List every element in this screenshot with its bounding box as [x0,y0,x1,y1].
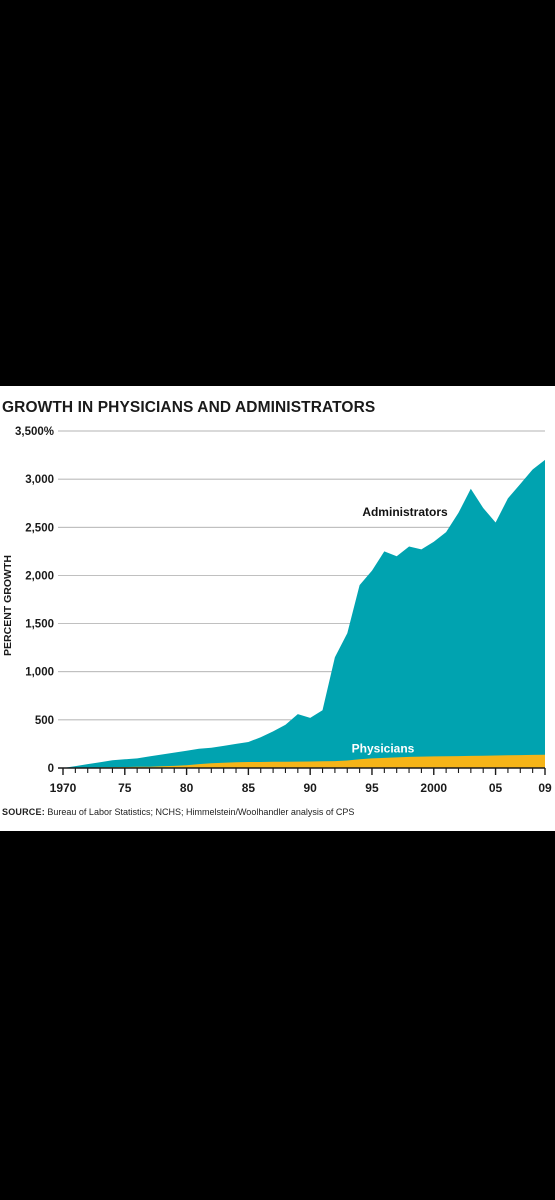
x-tick-label: 90 [303,781,317,795]
x-tick-label: 95 [365,781,379,795]
y-tick-label: 0 [48,763,54,775]
x-tick-label: 80 [180,781,194,795]
annotation-physicians: Physicians [352,742,415,756]
chart-card: GROWTH IN PHYSICIANS AND ADMINISTRATORS … [0,386,555,831]
y-tick-label: 1,000 [25,667,54,679]
y-tick-label: 2,000 [25,570,54,582]
y-axis-label: PERCENT GROWTH [2,555,14,656]
x-tick-label: 85 [242,781,256,795]
y-tick-label: 500 [35,715,54,727]
x-tick-label: 1970 [50,781,77,795]
annotation-administrators: Administrators [362,505,448,519]
y-tick-label: 2,500 [25,522,54,534]
y-tick-label: 1,500 [25,619,54,631]
y-tick-label: 3,000 [25,474,54,486]
series-area-physicians [63,754,545,768]
source-note: SOURCE: Bureau of Labor Statistics; NCHS… [2,807,354,817]
x-tick-label: 75 [118,781,132,795]
series-area-administrators [63,459,545,768]
x-tick-label: 05 [489,781,503,795]
area-chart: 0 500 1,000 1,500 2,000 2,500 3,000 3,500% PERCE… [2,426,552,795]
y-tick-label: 3,500% [15,426,54,438]
x-tick-label: 09 [538,781,552,795]
x-tick-label: 2000 [420,781,447,795]
source-text: Bureau of Labor Statistics; NCHS; Himmel… [44,807,355,817]
chart-title: GROWTH IN PHYSICIANS AND ADMINISTRATORS [2,399,376,416]
source-label: SOURCE: [2,807,45,817]
